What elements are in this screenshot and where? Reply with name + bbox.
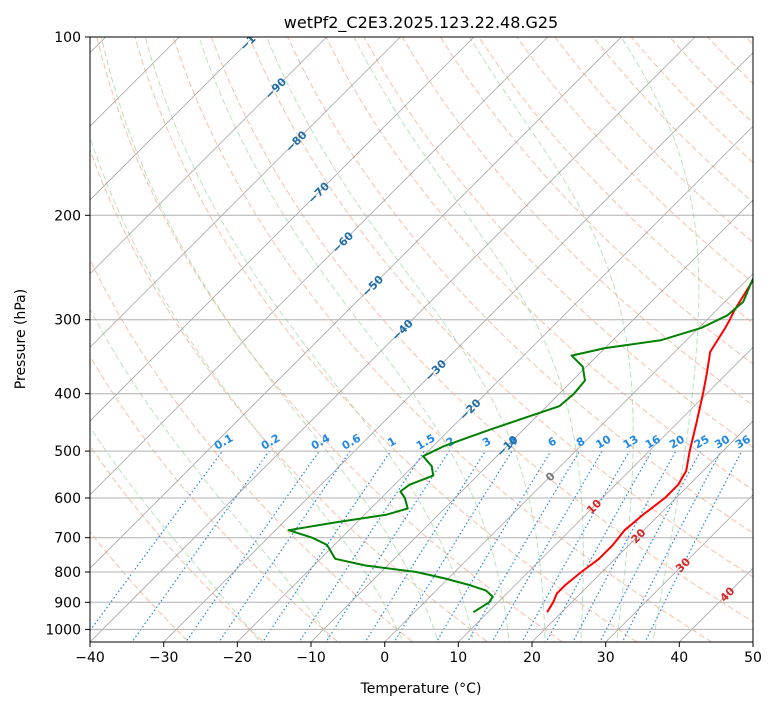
mixing-ratio-line <box>644 450 743 642</box>
dry-adiabat <box>363 37 753 448</box>
skew-isotherm <box>90 37 548 496</box>
axes: −40 −30 −20 −10 0 10 20 30 40 50 100 200 300 400 500 60… <box>45 30 762 666</box>
dry-adiabat <box>96 37 564 642</box>
skew-isotherm <box>458 346 753 642</box>
dry-adiabat <box>439 37 753 365</box>
y-tick-label: 400 <box>54 387 81 403</box>
mixing-ratio-line <box>521 450 631 642</box>
dry-adiabat <box>172 37 713 642</box>
dry-adiabat <box>90 148 489 642</box>
moist-adiabat <box>90 135 404 642</box>
skew-isotherm <box>605 494 753 642</box>
skew-isotherm <box>90 37 254 201</box>
mixing-ratio-line <box>621 450 722 642</box>
mixing-ratio-line <box>131 450 270 642</box>
x-tick-label: −30 <box>149 650 179 666</box>
moist-adiabat <box>90 426 261 642</box>
moist-adiabat <box>620 37 700 642</box>
skew-isotherm <box>237 125 753 642</box>
skew-isotherm <box>90 37 696 642</box>
moist-adiabat <box>353 37 584 642</box>
temperature-profile <box>546 278 753 613</box>
y-tick-label: 800 <box>54 565 81 581</box>
x-tick-label: −20 <box>223 650 253 666</box>
y-tick-label: 300 <box>54 313 81 329</box>
x-tick-label: 40 <box>670 650 688 666</box>
skew-isotherm <box>90 37 401 348</box>
mixing-ratio-line <box>262 450 392 642</box>
moist-adiabat <box>100 37 440 642</box>
moist-adiabat <box>144 37 475 642</box>
x-tick-label: 0 <box>380 650 389 666</box>
skew-isotherm <box>531 420 753 642</box>
grid-lines <box>90 37 753 642</box>
y-tick-label: 900 <box>54 595 81 611</box>
moist-adiabat <box>266 37 546 642</box>
x-tick-label: 10 <box>449 650 467 666</box>
mixing-ratio-line <box>545 450 653 642</box>
skew-isotherm <box>384 273 753 642</box>
mixing-ratio-line <box>364 450 486 642</box>
dry-adiabat <box>134 37 638 642</box>
skew-isotherm <box>90 37 622 569</box>
dry-adiabat <box>90 531 190 642</box>
x-axis-title: Temperature (°C) <box>360 681 482 697</box>
dry-adiabat <box>478 37 753 324</box>
moist-adiabat <box>469 37 634 642</box>
skew-isotherm <box>90 37 475 422</box>
x-tick-label: 20 <box>523 650 541 666</box>
y-tick-label: 100 <box>54 30 81 46</box>
profiles <box>287 276 753 614</box>
dry-adiabat <box>90 355 339 642</box>
skew-isotherm <box>90 37 327 275</box>
dewpoint-profile <box>287 276 753 614</box>
skew-isotherm <box>310 199 753 642</box>
x-tick-label: 50 <box>744 650 762 666</box>
x-tick-label: 30 <box>597 650 615 666</box>
background-lines <box>90 37 753 642</box>
plot-frame <box>89 36 754 643</box>
chart-title: wetPf2_C2E3.2025.123.22.48.G25 <box>284 13 558 33</box>
mixing-ratio-line <box>218 450 351 642</box>
mixing-ratio-line <box>325 450 450 642</box>
mixing-ratio-line <box>393 450 513 642</box>
dry-adiabat <box>325 37 753 491</box>
mixing-ratio-line <box>435 450 552 642</box>
y-tick-label: 500 <box>54 444 81 460</box>
mixing-ratio-line <box>298 450 425 642</box>
y-tick-label: 200 <box>54 208 81 224</box>
skew-isotherm <box>163 52 753 642</box>
mixing-ratio-line <box>185 450 320 642</box>
y-tick-label: 1000 <box>45 622 81 638</box>
x-tick-label: −10 <box>296 650 326 666</box>
dry-adiabat <box>287 37 753 534</box>
y-tick-label: 700 <box>54 531 81 547</box>
y-axis-title: Pressure (hPa) <box>13 289 29 389</box>
y-tick-label: 600 <box>54 491 81 507</box>
x-tick-label: −40 <box>75 650 105 666</box>
dry-adiabat <box>90 258 414 642</box>
